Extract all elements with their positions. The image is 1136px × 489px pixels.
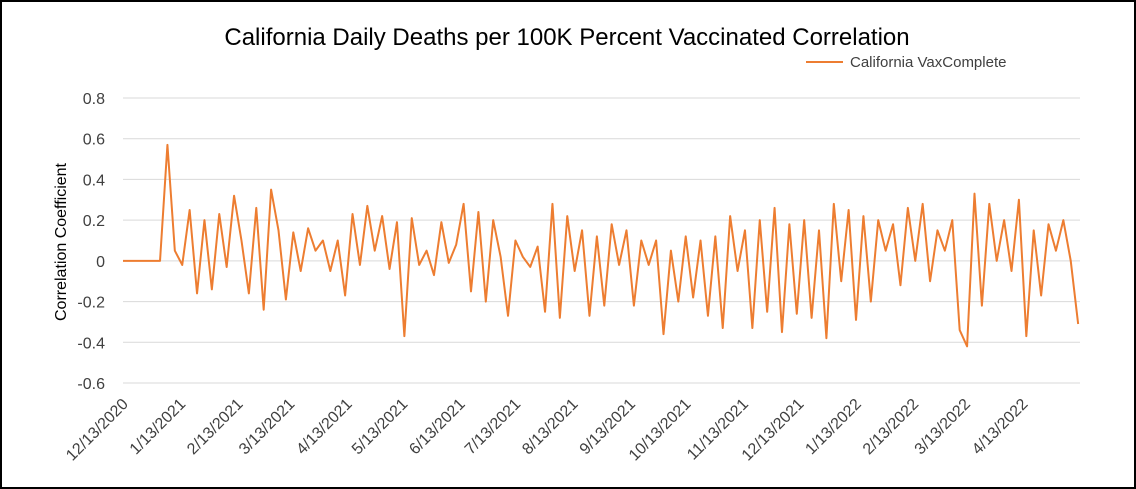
y-tick-label: 0.2 — [83, 213, 105, 230]
y-tick-label: -0.4 — [77, 335, 105, 352]
y-axis-label: Correlation Coefficient — [53, 162, 70, 321]
y-tick-label: -0.2 — [77, 295, 105, 312]
y-tick-label: 0.8 — [83, 91, 105, 108]
y-tick-label: 0.6 — [83, 132, 105, 149]
chart-title: California Daily Deaths per 100K Percent… — [224, 24, 909, 51]
data-line — [123, 143, 1080, 348]
y-tick-label: -0.6 — [77, 376, 105, 393]
y-tick-label: 0.4 — [83, 172, 105, 189]
y-tick-label: 0 — [96, 254, 105, 271]
legend-label: California VaxComplete — [850, 54, 1006, 71]
